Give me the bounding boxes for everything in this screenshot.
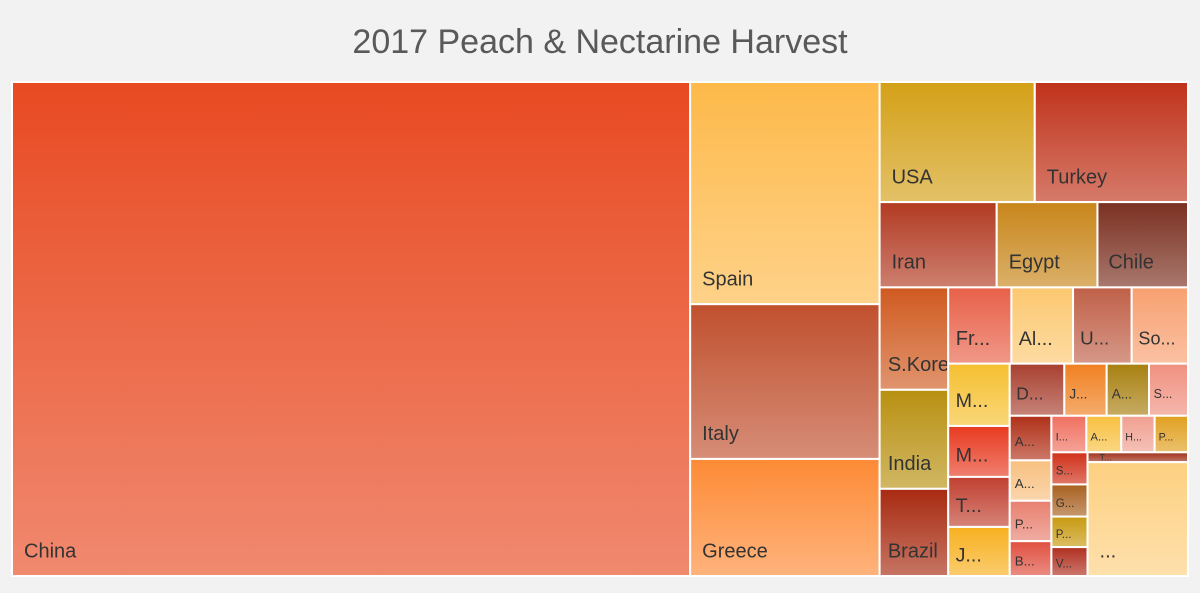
tile [1096, 201, 1189, 289]
tile-label: I... [1056, 432, 1068, 444]
tile-label: G... [1056, 498, 1075, 510]
tile [1008, 362, 1066, 417]
tile-label: M... [956, 445, 989, 467]
tile [947, 525, 1011, 577]
tile-label: S... [1154, 387, 1173, 401]
tile-label: ... [1100, 540, 1117, 562]
tile-label: USA [892, 166, 934, 188]
chart-title: 2017 Peach & Nectarine Harvest [352, 23, 848, 61]
tile-label: Fr... [956, 328, 990, 350]
tile-label: B... [1015, 554, 1035, 569]
tile-label: A... [1015, 476, 1035, 491]
tile [689, 81, 881, 306]
tile-label: M... [956, 390, 989, 412]
tile-label: Italy [702, 423, 739, 445]
tile [1010, 286, 1075, 365]
tile [1008, 499, 1053, 543]
tile [947, 286, 1013, 365]
tile [1130, 286, 1190, 365]
tile [689, 303, 881, 460]
tile-label: Egypt [1009, 252, 1061, 274]
tile-label: P... [1159, 432, 1174, 444]
tile [1008, 540, 1053, 578]
tile-label: A... [1112, 387, 1132, 402]
tile-label: India [888, 453, 932, 475]
tile [1008, 459, 1053, 502]
tile-label: D... [1016, 384, 1043, 404]
tile [878, 487, 950, 578]
tile-label: A... [1091, 432, 1108, 444]
tile-label: V... [1056, 558, 1072, 570]
tile [689, 457, 881, 577]
tile-label: Spain [702, 268, 753, 290]
tile-label: J... [956, 545, 982, 567]
tile-label: China [24, 540, 77, 562]
tile-label: So... [1138, 328, 1175, 348]
tile [1105, 362, 1151, 417]
tile [11, 81, 692, 577]
tile-label: S... [1056, 466, 1073, 478]
tile-label: J... [1069, 387, 1087, 402]
tile-label: A... [1015, 434, 1035, 449]
tile-label: Turkey [1047, 166, 1107, 188]
tile [995, 201, 1099, 289]
tile-label: P... [1056, 529, 1072, 541]
tile-label: H... [1125, 432, 1142, 444]
tile-label: Chile [1108, 252, 1154, 274]
tile-label: Iran [892, 252, 926, 274]
tile-label: Brazil [888, 540, 938, 562]
tile-label: P... [1015, 517, 1033, 532]
tile-label: T... [956, 495, 982, 517]
tile [947, 475, 1011, 528]
tile-label: S.Korea [888, 354, 961, 376]
tile-label: Al... [1019, 328, 1053, 350]
tile-label: T... [1100, 453, 1112, 463]
tile [1086, 461, 1189, 578]
tile [1148, 362, 1189, 417]
tile [878, 201, 998, 289]
tile-label: Greece [702, 540, 768, 562]
tile [947, 362, 1011, 427]
tile [1050, 546, 1089, 577]
tile [1072, 286, 1133, 365]
tile-label: U... [1080, 328, 1109, 349]
